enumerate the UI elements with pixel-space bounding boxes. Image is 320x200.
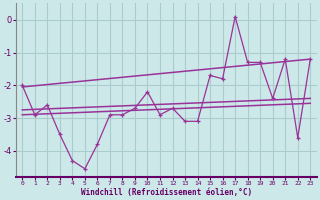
X-axis label: Windchill (Refroidissement éolien,°C): Windchill (Refroidissement éolien,°C) [81, 188, 252, 197]
